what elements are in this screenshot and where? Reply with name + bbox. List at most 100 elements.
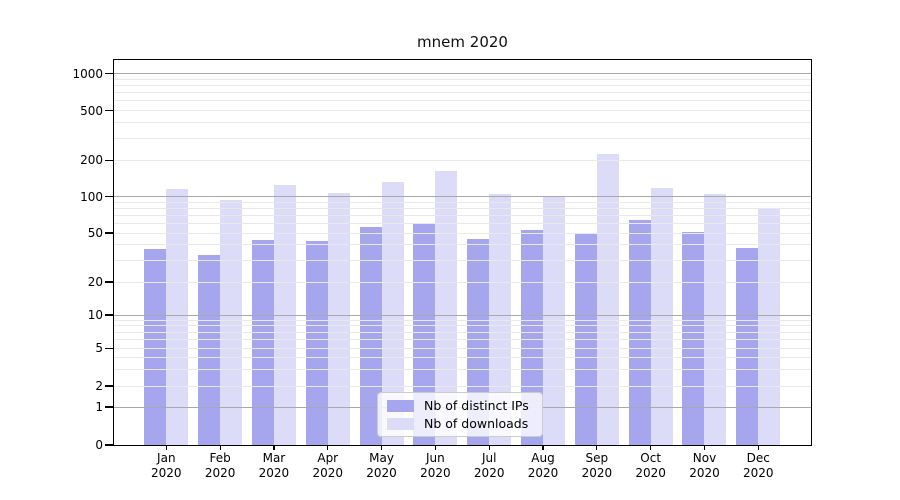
x-tick-mark: [219, 445, 221, 450]
y-tick-label: 1: [95, 400, 103, 414]
month-label: Oct: [640, 451, 662, 465]
bar-distinct-ips-jun: [413, 222, 436, 445]
year-label: 2020: [151, 466, 182, 480]
legend-item-distinct-ips: Nb of distinct IPs: [387, 398, 529, 413]
year-label: 2020: [527, 466, 559, 480]
x-tick-label-nov: Nov 2020: [676, 451, 732, 481]
bar-downloads-nov: [704, 193, 727, 445]
bar-downloads-apr: [327, 192, 350, 445]
year-label: 2020: [312, 466, 344, 480]
x-tick-label-feb: Feb 2020: [192, 451, 248, 481]
y-tick-label: 2: [95, 379, 103, 393]
bar-downloads-jun: [435, 171, 458, 445]
legend-item-downloads: Nb of downloads: [387, 416, 529, 431]
bar-distinct-ips-aug: [521, 229, 544, 445]
x-tick-label-jan: Jan 2020: [138, 451, 194, 481]
y-tick-mark: [105, 196, 114, 198]
month-label: Aug: [531, 451, 555, 465]
y-tick-label: 20: [87, 275, 103, 289]
y-tick-label: 50: [87, 226, 103, 240]
x-tick-mark: [757, 445, 759, 450]
month-label: Jun: [426, 451, 445, 465]
bar-distinct-ips-dec: [736, 247, 759, 445]
bar-downloads-feb: [220, 199, 243, 445]
year-label: 2020: [689, 466, 720, 480]
x-tick-label-dec: Dec 2020: [730, 451, 786, 481]
month-label: Apr: [317, 451, 339, 465]
y-tick-label: 200: [80, 153, 103, 168]
x-tick-mark: [380, 445, 383, 450]
y-tick-label: 100: [80, 189, 103, 204]
bar-distinct-ips-oct: [628, 220, 651, 445]
year-label: 2020: [258, 466, 290, 480]
year-label: 2020: [473, 466, 505, 480]
year-label: 2020: [743, 466, 774, 480]
x-tick-label-jun: Jun 2020: [407, 451, 463, 481]
legend-label-downloads: Nb of downloads: [424, 416, 529, 431]
x-tick-mark: [596, 445, 598, 450]
legend-label-distinct-ips: Nb of distinct IPs: [424, 398, 529, 413]
bar-distinct-ips-feb: [198, 255, 221, 445]
year-label: 2020: [204, 466, 236, 480]
y-tick-mark: [105, 73, 114, 75]
y-tick-mark: [105, 281, 114, 283]
year-label: 2020: [635, 466, 666, 480]
plot-area: Nb of distinct IPs Nb of downloads: [114, 60, 811, 445]
y-tick-mark: [105, 385, 114, 387]
x-tick-label-oct: Oct 2020: [623, 451, 679, 481]
month-label: Sep: [585, 451, 609, 465]
bar-distinct-ips-jan: [144, 249, 167, 445]
month-label: Nov: [692, 451, 717, 465]
x-tick-mark: [434, 445, 436, 450]
bar-downloads-mar: [273, 184, 296, 445]
x-tick-label-apr: Apr 2020: [300, 451, 356, 481]
bar-distinct-ips-mar: [251, 239, 274, 445]
month-label: Jul: [481, 451, 497, 465]
bars-layer: [114, 60, 811, 445]
x-tick-mark: [165, 445, 167, 450]
y-tick-mark: [105, 314, 114, 316]
y-tick-mark: [105, 232, 114, 234]
year-label: 2020: [581, 466, 613, 480]
y-tick-label: 500: [80, 103, 103, 118]
x-tick-label-sep: Sep 2020: [569, 451, 625, 481]
y-tick-mark: [105, 347, 114, 349]
y-tick-label: 0: [95, 438, 103, 452]
y-tick-label: 10: [87, 308, 103, 322]
month-label: Mar: [262, 451, 286, 465]
legend-swatch-distinct-ips: [387, 399, 414, 412]
bar-downloads-dec: [758, 209, 781, 445]
bar-distinct-ips-sep: [574, 234, 597, 445]
x-tick-mark: [542, 445, 544, 450]
month-label: Jan: [157, 451, 176, 465]
x-tick-label-may: May 2020: [354, 451, 410, 481]
y-tick-mark: [105, 110, 114, 112]
year-label: 2020: [366, 466, 397, 480]
chart-title: mnem 2020: [417, 33, 508, 51]
x-tick-label-jul: Jul 2020: [461, 451, 517, 481]
y-tick-label: 1000: [72, 66, 103, 81]
month-label: May: [369, 451, 394, 465]
x-tick-mark: [488, 445, 490, 450]
bar-downloads-sep: [596, 154, 619, 445]
bar-distinct-ips-nov: [682, 231, 705, 445]
bar-downloads-jan: [166, 189, 189, 445]
bar-downloads-aug: [543, 196, 566, 445]
month-label: Dec: [746, 451, 770, 465]
x-tick-mark: [650, 445, 652, 450]
x-tick-mark: [327, 445, 329, 450]
legend-swatch-downloads: [387, 417, 414, 430]
bar-downloads-oct: [650, 188, 673, 445]
y-tick-mark: [105, 406, 114, 408]
x-tick-label-aug: Aug 2020: [515, 451, 571, 481]
y-tick-mark: [105, 444, 114, 446]
month-label: Feb: [209, 451, 231, 465]
x-tick-label-mar: Mar 2020: [246, 451, 302, 481]
bar-distinct-ips-apr: [305, 241, 328, 445]
x-tick-mark: [703, 445, 706, 450]
y-tick-mark: [105, 159, 114, 161]
year-label: 2020: [420, 466, 451, 480]
x-tick-mark: [273, 445, 275, 450]
y-tick-label: 5: [95, 341, 103, 356]
